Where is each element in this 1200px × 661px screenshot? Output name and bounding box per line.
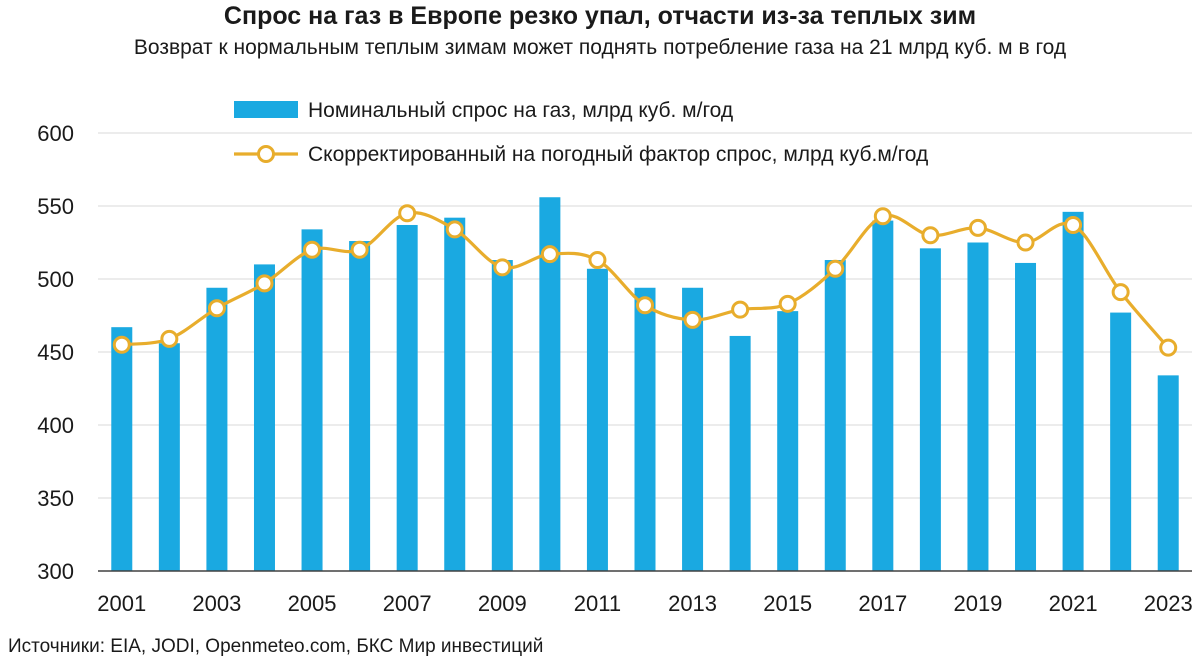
line-marker — [112, 335, 131, 354]
chart-title: Спрос на газ в Европе резко упал, отчаст… — [223, 2, 977, 30]
legend: Номинальный спрос на газ, млрд куб. м/го… — [234, 99, 928, 166]
x-tick-label: 2015 — [763, 591, 812, 616]
bar — [682, 287, 704, 571]
line-marker — [445, 220, 464, 239]
line-marker — [1111, 283, 1130, 302]
line-marker — [303, 240, 322, 259]
x-tick-label: 2001 — [97, 591, 146, 616]
bar — [491, 260, 513, 571]
bar — [253, 264, 275, 571]
bar — [158, 343, 180, 571]
bar — [729, 335, 751, 571]
bar — [444, 217, 466, 571]
line-marker — [683, 310, 702, 329]
bar — [301, 229, 323, 572]
x-tick-label: 2007 — [383, 591, 432, 616]
bar — [586, 268, 608, 571]
bar — [824, 260, 846, 571]
y-tick-label: 500 — [37, 267, 74, 292]
x-tick-label: 2003 — [192, 591, 241, 616]
source-note: Источники: EIA, JODI, Openmeteo.com, БКС… — [8, 636, 544, 657]
line-marker — [968, 218, 987, 237]
line-marker — [588, 251, 607, 270]
line-marker — [778, 294, 797, 313]
line-marker — [1016, 233, 1035, 252]
line-marker — [207, 299, 226, 318]
bar — [349, 241, 371, 572]
legend-label-line: Скорректированный на погодный фактор спр… — [308, 143, 928, 166]
x-tick-label: 2017 — [858, 591, 907, 616]
line-series — [112, 204, 1178, 357]
line-marker — [350, 240, 369, 259]
bar — [777, 311, 799, 571]
x-tick-label: 2005 — [288, 591, 337, 616]
legend-label-bar: Номинальный спрос на газ, млрд куб. м/го… — [308, 99, 733, 122]
bar — [1110, 312, 1132, 571]
bar — [1015, 262, 1037, 571]
line-marker — [921, 226, 940, 245]
y-tick-label: 400 — [37, 413, 74, 438]
y-tick-label: 350 — [37, 486, 74, 511]
x-tick-label: 2011 — [574, 591, 621, 616]
line-marker — [636, 296, 654, 315]
bar — [206, 287, 228, 571]
legend-swatch-marker — [257, 145, 275, 163]
x-tick-label: 2023 — [1144, 591, 1193, 616]
chart-subtitle: Возврат к нормальным теплым зимам может … — [133, 36, 1067, 59]
bar — [919, 248, 941, 571]
bar — [967, 242, 989, 571]
line-marker — [1159, 338, 1178, 357]
y-tick-label: 300 — [37, 559, 74, 584]
line-marker — [731, 300, 750, 319]
x-tick-label: 2021 — [1049, 591, 1098, 616]
bar — [634, 287, 656, 571]
line-marker — [873, 207, 892, 226]
x-tick-label: 2013 — [668, 591, 717, 616]
bar — [396, 224, 418, 572]
line-marker — [255, 274, 274, 293]
line-marker — [1064, 215, 1083, 234]
x-tick-label: 2009 — [478, 591, 527, 616]
bar — [872, 220, 894, 571]
bar — [111, 327, 133, 571]
x-tick-label: 2019 — [953, 591, 1002, 616]
bar — [1157, 375, 1179, 571]
y-tick-label: 450 — [37, 340, 74, 365]
bar-series — [111, 197, 1179, 572]
y-tick-label: 550 — [37, 194, 74, 219]
bar — [1062, 211, 1084, 571]
axes: 300 350 400 450 500 550 600 2001 2003 2005 2007 200… — [37, 121, 1192, 616]
legend-swatch-bar — [234, 101, 298, 118]
bar — [539, 197, 561, 572]
line-marker — [493, 258, 512, 277]
line-marker — [160, 329, 179, 348]
line-marker — [826, 259, 845, 278]
line-marker — [540, 245, 559, 264]
line-marker — [398, 204, 417, 223]
y-tick-label: 600 — [37, 121, 74, 146]
